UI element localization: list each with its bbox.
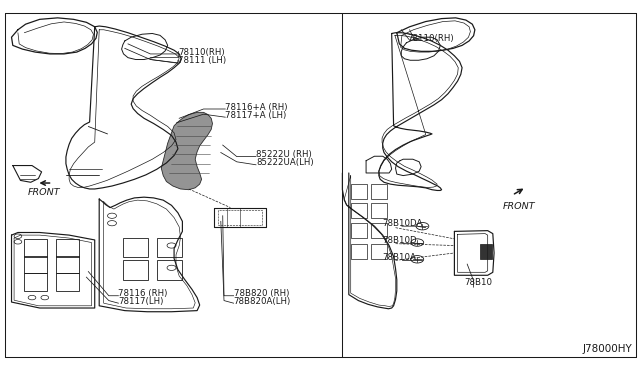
Text: 85222U (RH): 85222U (RH) xyxy=(256,150,312,159)
FancyBboxPatch shape xyxy=(480,244,492,259)
Text: 78116+A (RH): 78116+A (RH) xyxy=(225,103,288,112)
Text: 78111 (LH): 78111 (LH) xyxy=(178,57,226,65)
Text: 78117+A (LH): 78117+A (LH) xyxy=(225,111,287,120)
Text: 78B10A: 78B10A xyxy=(383,253,417,262)
Text: FRONT: FRONT xyxy=(28,188,60,197)
Polygon shape xyxy=(161,112,212,190)
Text: FRONT: FRONT xyxy=(503,202,536,211)
Text: 78B820A(LH): 78B820A(LH) xyxy=(234,297,291,306)
Text: 78B10D: 78B10D xyxy=(383,236,417,245)
Text: 78116 (RH): 78116 (RH) xyxy=(118,289,168,298)
Text: 85222UA(LH): 85222UA(LH) xyxy=(256,158,314,167)
Text: 78110(RH): 78110(RH) xyxy=(407,34,454,43)
Text: 78B820 (RH): 78B820 (RH) xyxy=(234,289,289,298)
Text: 78110(RH): 78110(RH) xyxy=(178,48,225,57)
Text: 78B10: 78B10 xyxy=(465,278,493,287)
Text: J78000HY: J78000HY xyxy=(582,344,632,354)
Text: 78117(LH): 78117(LH) xyxy=(118,297,164,306)
Text: 78B10DA: 78B10DA xyxy=(383,219,423,228)
